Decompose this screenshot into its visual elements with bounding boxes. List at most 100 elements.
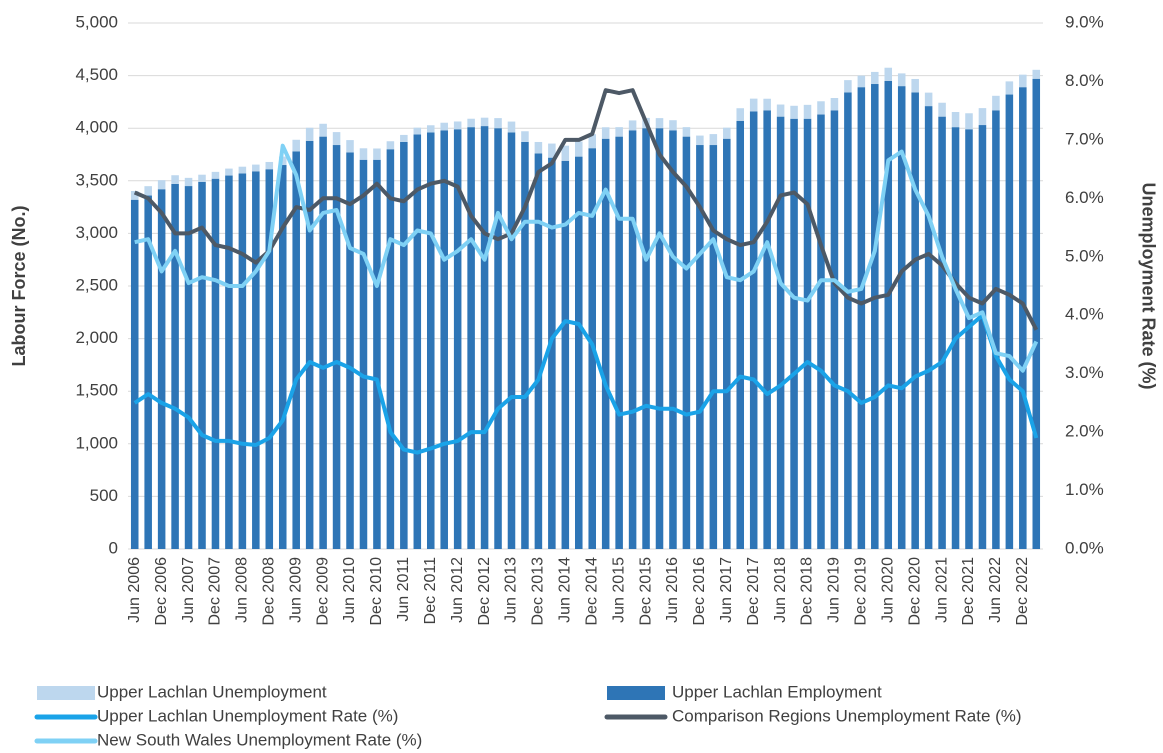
bar xyxy=(709,145,718,550)
y2-tick-label: 3.0% xyxy=(1065,363,1104,382)
bar xyxy=(400,134,408,142)
bar xyxy=(561,145,570,161)
legend-label: Upper Lachlan Employment xyxy=(672,682,882,701)
bar xyxy=(521,141,529,549)
bar xyxy=(588,134,596,149)
y-tick-label: 2,000 xyxy=(75,328,118,347)
x-tick-label: Dec 2014 xyxy=(583,557,600,626)
bar xyxy=(965,129,973,549)
bar xyxy=(521,131,529,142)
y-tick-label: 1,000 xyxy=(75,433,118,452)
line-series xyxy=(133,313,1039,455)
y-tick-label: 4,500 xyxy=(75,65,118,84)
bar xyxy=(1032,78,1041,550)
bar xyxy=(749,98,758,112)
y-tick-label: 0 xyxy=(109,538,118,557)
bar xyxy=(534,141,543,154)
bar xyxy=(803,104,812,119)
bar xyxy=(871,84,879,550)
x-tick-label: Dec 2009 xyxy=(314,557,331,626)
x-tick-label: Dec 2020 xyxy=(906,557,923,626)
bar xyxy=(413,127,422,135)
legend-label: Comparison Regions Unemployment Rate (%) xyxy=(672,706,1022,725)
bar xyxy=(373,148,381,160)
bar xyxy=(655,128,664,549)
bar xyxy=(642,128,650,549)
legend-swatch xyxy=(607,686,665,700)
bar xyxy=(965,113,973,130)
y-tick-label: 2,500 xyxy=(75,275,118,294)
bar xyxy=(830,98,839,111)
bar xyxy=(696,135,704,146)
bar xyxy=(615,136,623,549)
bar xyxy=(601,127,610,139)
x-tick-label: Dec 2017 xyxy=(745,557,762,626)
x-tick-label: Dec 2019 xyxy=(853,557,870,626)
bar xyxy=(723,127,731,139)
legend-label: New South Wales Unemployment Rate (%) xyxy=(97,730,422,749)
bar xyxy=(924,92,933,107)
x-tick-label: Jun 2022 xyxy=(987,557,1004,623)
x-tick-label: Dec 2007 xyxy=(207,557,224,626)
bar xyxy=(951,111,960,128)
bar xyxy=(992,95,1000,111)
bar xyxy=(669,130,677,549)
x-tick-label: Jun 2009 xyxy=(287,557,304,623)
bar xyxy=(453,121,462,130)
bar xyxy=(857,75,866,88)
bar xyxy=(615,127,623,137)
y-tick-label: 500 xyxy=(90,486,118,505)
bar xyxy=(265,169,274,549)
x-tick-label: Jun 2013 xyxy=(503,557,520,623)
bar xyxy=(184,186,193,549)
x-tick-label: Jun 2011 xyxy=(395,557,412,622)
bar xyxy=(1019,74,1027,88)
bar xyxy=(857,87,866,549)
bar xyxy=(319,136,327,549)
bar xyxy=(305,127,314,141)
bar xyxy=(386,149,395,550)
bar xyxy=(453,129,462,549)
bar xyxy=(628,130,637,549)
bar xyxy=(749,111,758,550)
bar xyxy=(911,92,919,549)
x-tick-label: Jun 2015 xyxy=(610,557,627,623)
y-axis-title: Labour Force (No.) xyxy=(9,205,29,366)
bar xyxy=(1019,87,1027,549)
y2-axis-title: Unemployment Rate (%) xyxy=(1138,182,1158,389)
bar xyxy=(763,98,771,111)
x-tick-label: Dec 2010 xyxy=(368,557,385,626)
bar xyxy=(548,143,556,158)
bar xyxy=(897,73,906,87)
bar xyxy=(790,118,798,550)
bar xyxy=(332,145,341,550)
bar xyxy=(763,110,771,549)
bar xyxy=(844,92,852,549)
line-series xyxy=(133,88,1039,331)
bar xyxy=(346,140,354,153)
bar xyxy=(426,125,435,133)
bar xyxy=(507,121,516,133)
bar xyxy=(911,78,919,93)
y2-tick-label: 6.0% xyxy=(1065,188,1104,207)
x-tick-label: Jun 2008 xyxy=(234,557,251,623)
bar xyxy=(467,118,475,128)
bar xyxy=(211,171,220,179)
bar xyxy=(480,126,489,549)
bar xyxy=(426,132,435,549)
bar xyxy=(575,156,583,549)
bar xyxy=(184,177,193,187)
bar xyxy=(696,145,704,550)
bar xyxy=(144,186,152,196)
bar xyxy=(400,141,408,549)
bar xyxy=(736,120,745,549)
bar xyxy=(817,114,825,550)
bar xyxy=(386,141,395,150)
bar xyxy=(211,178,220,550)
y-tick-label: 4,000 xyxy=(75,118,118,137)
bar xyxy=(723,138,731,549)
x-tick-label: Jun 2014 xyxy=(557,557,574,623)
x-tick-label: Dec 2011 xyxy=(422,557,439,624)
y2-tick-label: 9.0% xyxy=(1065,12,1104,31)
